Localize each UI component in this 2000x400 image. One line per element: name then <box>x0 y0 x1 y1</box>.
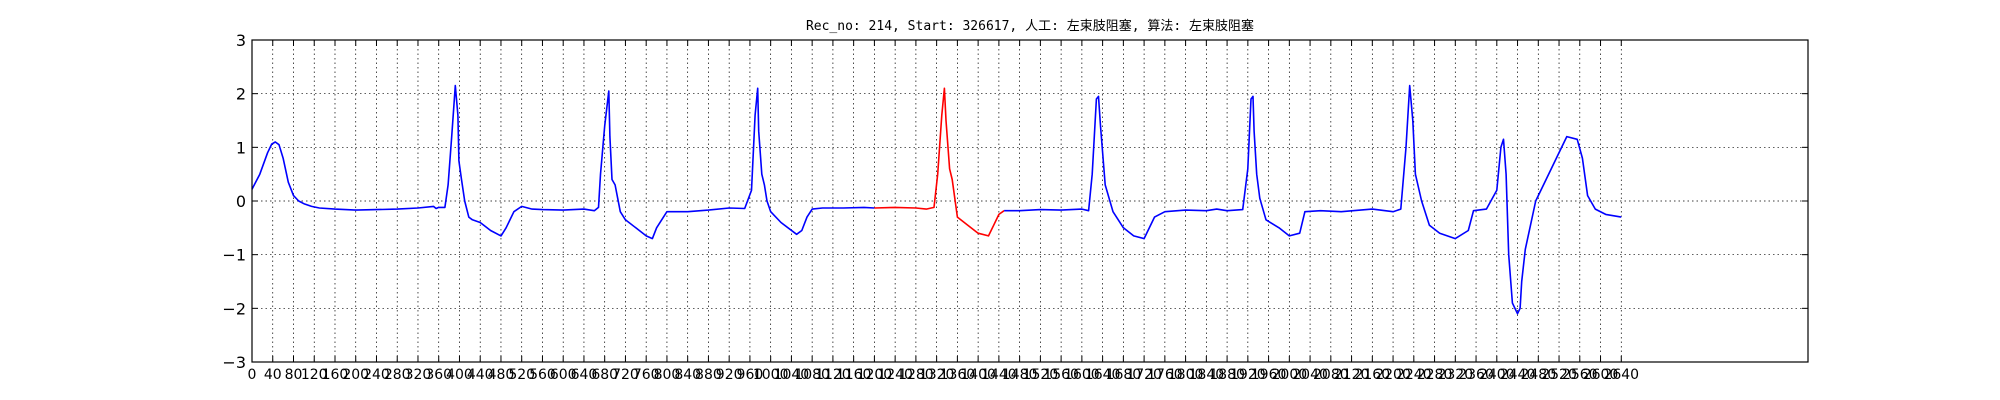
x-tick-label: 920 <box>716 367 743 383</box>
x-tick-label: 1160 <box>836 367 872 383</box>
x-tick-label: 560 <box>529 367 556 383</box>
grid-lines <box>252 40 1808 362</box>
x-tick-label: 2040 <box>1292 367 1328 383</box>
x-tick-label: 1480 <box>1002 367 1038 383</box>
x-tick-label: 840 <box>674 367 701 383</box>
x-tick-label: 1600 <box>1064 367 1100 383</box>
x-tick-label: 600 <box>550 367 577 383</box>
x-tick-label: 440 <box>467 367 494 383</box>
x-tick-label: 2480 <box>1520 367 1556 383</box>
x-tick-label: 640 <box>571 367 598 383</box>
y-tick-label: 0 <box>236 192 246 211</box>
y-tick-label: 2 <box>236 85 246 104</box>
x-tick-label: 1240 <box>877 367 913 383</box>
x-tick-label: 400 <box>446 367 473 383</box>
x-tick-label: 720 <box>612 367 639 383</box>
x-tick-label: 2280 <box>1417 367 1453 383</box>
x-tick-label: 1120 <box>815 367 851 383</box>
x-tick-label: 960 <box>737 367 764 383</box>
x-tick-label: 1960 <box>1251 367 1287 383</box>
x-tick-label: 800 <box>654 367 681 383</box>
x-tick-label: 1360 <box>940 367 976 383</box>
x-tick-label: 1800 <box>1168 367 1204 383</box>
x-tick-label: 1520 <box>1023 367 1059 383</box>
x-tick-label: 1880 <box>1209 367 1245 383</box>
x-tick-label: 880 <box>695 367 722 383</box>
x-tick-label: 2240 <box>1396 367 1432 383</box>
x-tick-label: 1680 <box>1106 367 1142 383</box>
x-tick-label: 1760 <box>1147 367 1183 383</box>
x-tick-label: 1080 <box>794 367 830 383</box>
x-tick-label: 80 <box>285 367 303 383</box>
x-tick-label: 760 <box>633 367 660 383</box>
x-tick-label: 200 <box>342 367 369 383</box>
x-tick-label: 480 <box>488 367 515 383</box>
x-tick-label: 2400 <box>1479 367 1515 383</box>
ecg-series-line-1 <box>251 84 875 240</box>
y-tick-label: −1 <box>222 246 246 265</box>
x-tick-label: 1200 <box>857 367 893 383</box>
x-tick-label: 0 <box>248 367 257 383</box>
x-tick-label: 520 <box>508 367 535 383</box>
x-tick-label: 320 <box>405 367 432 383</box>
plot-frame <box>251 39 1809 363</box>
x-tick-label: 1440 <box>981 367 1017 383</box>
x-tick-label: 240 <box>363 367 390 383</box>
x-tick-label: 160 <box>322 367 349 383</box>
x-tick-label: 2600 <box>1583 367 1619 383</box>
x-tick-label: 2440 <box>1500 367 1536 383</box>
x-tick-label: 1400 <box>960 367 996 383</box>
x-tick-label: 120 <box>301 367 328 383</box>
y-tick-label: −2 <box>222 299 246 318</box>
x-tick-label: 1840 <box>1189 367 1225 383</box>
x-tick-label: 2080 <box>1313 367 1349 383</box>
x-tick-label: 2360 <box>1458 367 1494 383</box>
ecg-series <box>251 84 1622 315</box>
x-tick-label: 360 <box>425 367 452 383</box>
x-tick-label: 1560 <box>1043 367 1079 383</box>
x-tick-label: 1320 <box>919 367 955 383</box>
x-tick-label: 1640 <box>1085 367 1121 383</box>
x-tick-label: 280 <box>384 367 411 383</box>
x-tick-label: 2200 <box>1375 367 1411 383</box>
y-tick-label: −3 <box>222 353 246 372</box>
y-tick-label: 3 <box>236 31 246 50</box>
x-tick-label: 2320 <box>1437 367 1473 383</box>
x-tick-label: 2160 <box>1354 367 1390 383</box>
x-tick-label: 1280 <box>898 367 934 383</box>
x-tick-label: 2560 <box>1562 367 1598 383</box>
chart-title: Rec_no: 214, Start: 326617, 人工: 左束肢阻塞, 算… <box>805 19 1255 34</box>
x-tick-label: 1000 <box>753 367 789 383</box>
x-tick-label: 680 <box>591 367 618 383</box>
x-tick-label: 2000 <box>1272 367 1308 383</box>
x-tick-label: 2120 <box>1334 367 1370 383</box>
x-tick-label: 1920 <box>1230 367 1266 383</box>
ecg-series-line-2 <box>874 87 1005 237</box>
ecg-series-line-3 <box>1004 84 1622 315</box>
x-tick-label: 1720 <box>1126 367 1162 383</box>
x-tick-label: 40 <box>264 367 282 383</box>
x-tick-label: 2520 <box>1541 367 1577 383</box>
x-tick-label: 2640 <box>1603 367 1639 383</box>
y-tick-label: 1 <box>236 138 246 157</box>
x-tick-label: 1040 <box>774 367 810 383</box>
